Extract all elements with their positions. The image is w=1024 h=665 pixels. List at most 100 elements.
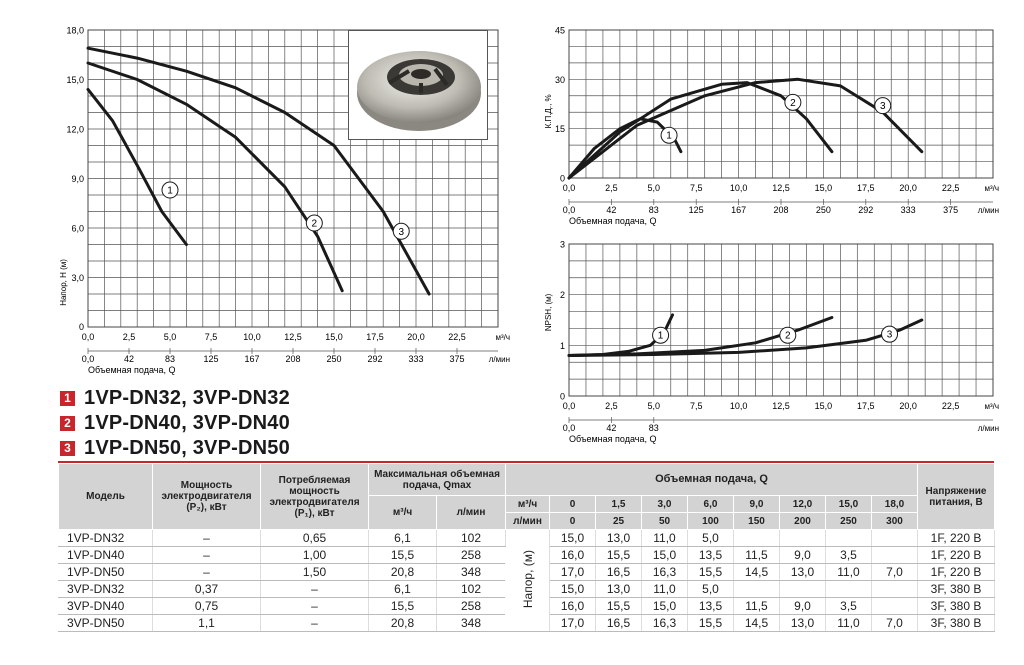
qmax-lmin-cell: 348 bbox=[436, 563, 506, 581]
flow-m3-value: 0 bbox=[549, 495, 596, 513]
header-flow-lmin-unit: л/мин bbox=[505, 512, 550, 530]
x-axis-title: Объемная подача, Q bbox=[88, 365, 175, 375]
curve-marker-label: 1 bbox=[658, 331, 664, 342]
table-row: 1VP-DN40–1,00 15,5 258 16,0 15,5 15,0 13,5 11,5… bbox=[58, 546, 995, 564]
header-p2: Мощность электродвигателя (P₂), кВт bbox=[152, 463, 261, 530]
curve-marker-circle bbox=[392, 222, 410, 240]
table-row: 3VP-DN50 1,1–20,8 348 17,0 16,5 16,3 15,5 14,5 1… bbox=[58, 614, 995, 632]
x-tick-label: 5,0 bbox=[648, 183, 661, 193]
p2-cell: 0,37 bbox=[152, 580, 261, 598]
plot-frame bbox=[87, 29, 499, 328]
x-tick-label: 7,5 bbox=[690, 183, 703, 193]
head-value-cell: 11,5 bbox=[733, 597, 780, 615]
curve-marker-circle bbox=[784, 93, 802, 111]
head-value-cell: 11,0 bbox=[641, 580, 688, 598]
curve-marker-label: 3 bbox=[398, 227, 404, 238]
p2-cell: – bbox=[152, 546, 261, 564]
curve-marker-label: 3 bbox=[880, 101, 886, 112]
x-tick-label: 10,0 bbox=[243, 332, 261, 342]
head-value-cell: 3,5 bbox=[825, 597, 872, 615]
header-model: Модель bbox=[58, 463, 153, 530]
legend-number-badge: 1 bbox=[60, 390, 75, 406]
p2-cell: 1,1 bbox=[152, 614, 261, 632]
p1-cell: – bbox=[260, 614, 369, 632]
series-line-2 bbox=[86, 61, 344, 293]
qmax-m3-cell: 15,5 bbox=[368, 597, 437, 615]
head-value-cell bbox=[733, 580, 780, 598]
head-value-cell: 13,0 bbox=[779, 614, 826, 632]
x-tick-label: 7,5 bbox=[205, 332, 218, 342]
y-axis-title: Напор, Н (м) bbox=[59, 259, 68, 306]
legend-item: 3 1VP-DN50, 3VP-DN50 bbox=[60, 436, 290, 460]
y-axis-title: NPSH, (м) bbox=[544, 293, 553, 331]
head-value-cell bbox=[779, 580, 826, 598]
header-flow-m3-unit: м³/ч bbox=[505, 495, 550, 513]
x-tick-label: 20,0 bbox=[407, 332, 425, 342]
x-tick-label: 17,5 bbox=[857, 183, 875, 193]
series-line-3 bbox=[86, 46, 431, 296]
curve-marker-circle bbox=[660, 126, 678, 144]
impeller-photo bbox=[348, 30, 488, 140]
flow-lmin-value: 250 bbox=[825, 512, 872, 530]
y-tick-label: 18,0 bbox=[66, 26, 84, 36]
voltage-cell: 3F, 380 В bbox=[917, 597, 995, 615]
x-unit-label: м³/ч bbox=[984, 402, 999, 411]
flow-m3-value: 3,0 bbox=[641, 495, 688, 513]
flow-lmin-value: 0 bbox=[549, 512, 596, 530]
curve-marker-1: 1 bbox=[161, 181, 179, 199]
flow-lmin-value: 50 bbox=[641, 512, 688, 530]
p1-cell: – bbox=[260, 580, 369, 598]
x-tick-label: 5,0 bbox=[648, 401, 661, 411]
y-tick-label: 30 bbox=[555, 75, 565, 85]
curve-marker-circle bbox=[779, 326, 797, 344]
y-tick-label: 3 bbox=[560, 240, 565, 250]
legend-number-badge: 3 bbox=[60, 440, 75, 456]
table-row: 1VP-DN50–1,50 20,8 348 17,0 16,5 16,3 15,5 14,5… bbox=[58, 563, 995, 581]
head-value-cell bbox=[825, 529, 872, 547]
table-row: 1VP-DN32–0,65 6,1 102 Напор, (м) 15,0 13,0 11,… bbox=[58, 529, 995, 632]
flow-m3-value: 15,0 bbox=[825, 495, 872, 513]
head-value-cell bbox=[871, 597, 918, 615]
x2-unit-label: л/мин bbox=[978, 206, 999, 215]
x-unit-label: м³/ч bbox=[984, 184, 999, 193]
head-value-cell: 15,0 bbox=[641, 546, 688, 564]
flow-lmin-value: 150 bbox=[733, 512, 780, 530]
x2-tick-label: 125 bbox=[203, 354, 218, 364]
x-tick-label: 22,5 bbox=[942, 183, 960, 193]
voltage-cell: 3F, 380 В bbox=[917, 614, 995, 632]
x2-tick-label: 208 bbox=[773, 205, 788, 215]
curve-marker-label: 2 bbox=[790, 98, 796, 109]
x2-tick-label: 167 bbox=[244, 354, 259, 364]
head-value-cell bbox=[871, 580, 918, 598]
x2-tick-label: 83 bbox=[165, 354, 175, 364]
y-tick-label: 1 bbox=[560, 341, 565, 351]
head-label-cell: Напор, (м) bbox=[505, 529, 550, 632]
voltage-cell: 1F, 220 В bbox=[917, 546, 995, 564]
x2-tick-label: 83 bbox=[649, 423, 659, 433]
flow-m3-value: 6,0 bbox=[687, 495, 734, 513]
header-qmax-m3: м³/ч bbox=[368, 495, 437, 530]
x-tick-label: 12,5 bbox=[284, 332, 302, 342]
curve-marker-circle bbox=[305, 214, 323, 232]
p1-cell: – bbox=[260, 597, 369, 615]
x2-tick-label: 375 bbox=[943, 205, 958, 215]
head-value-cell: 13,0 bbox=[779, 563, 826, 581]
legend-label: 1VP-DN32, 3VP-DN32 bbox=[84, 386, 290, 409]
flow-m3-value: 18,0 bbox=[871, 495, 918, 513]
curve-marker-3: 3 bbox=[881, 325, 899, 343]
head-value-cell: 13,5 bbox=[687, 597, 734, 615]
curve-marker-2: 2 bbox=[305, 214, 323, 232]
x2-tick-label: 250 bbox=[326, 354, 341, 364]
head-value-cell: 16,3 bbox=[641, 563, 688, 581]
flow-lmin-value: 200 bbox=[779, 512, 826, 530]
head-value-cell: 15,0 bbox=[641, 597, 688, 615]
qmax-lmin-cell: 348 bbox=[436, 614, 506, 632]
x-tick-label: 7,5 bbox=[690, 401, 703, 411]
head-value-cell: 7,0 bbox=[871, 563, 918, 581]
header-qmax: Максимальная объемная подача, Qmax bbox=[368, 463, 506, 496]
x-tick-label: 10,0 bbox=[730, 401, 748, 411]
flow-lmin-value: 300 bbox=[871, 512, 918, 530]
y-tick-label: 6,0 bbox=[71, 224, 84, 234]
curve-marker-label: 2 bbox=[312, 219, 318, 230]
